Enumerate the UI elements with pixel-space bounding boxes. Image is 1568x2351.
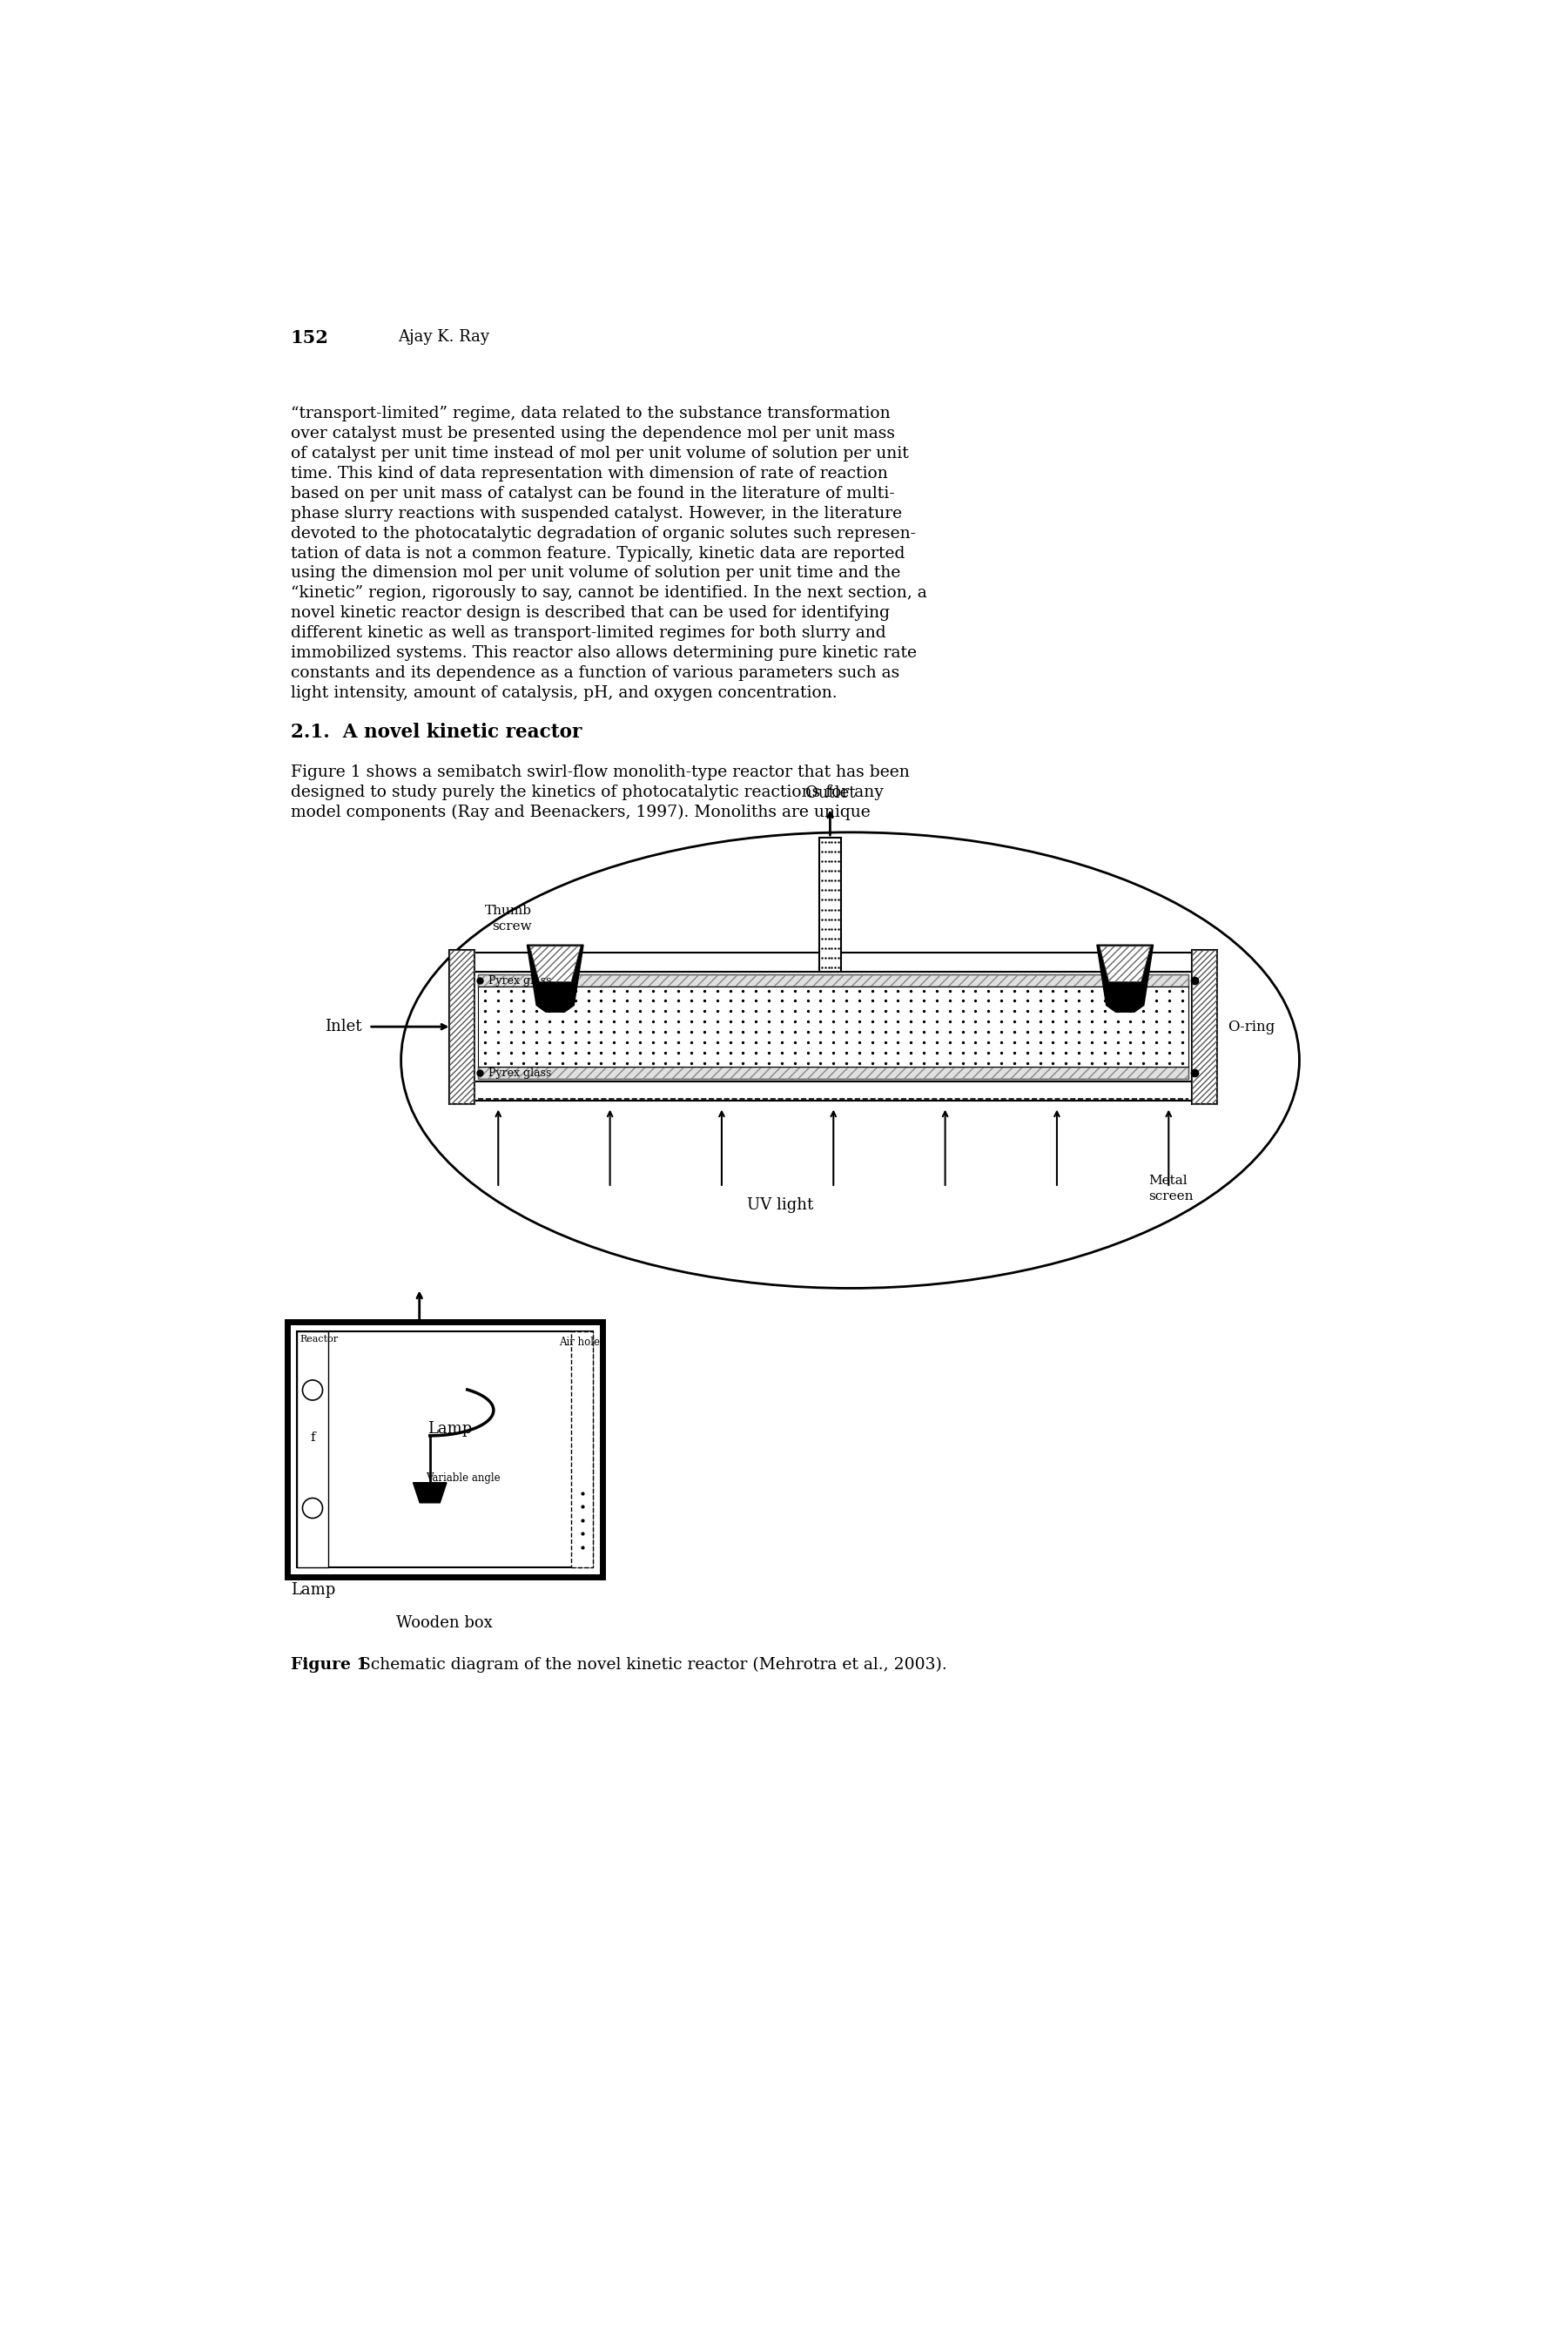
Bar	[478, 973, 1189, 987]
Text: Thumb
screw: Thumb screw	[485, 905, 532, 933]
Bar	[820, 837, 840, 971]
Bar	[450, 950, 475, 1105]
Text: Variable angle: Variable angle	[426, 1472, 500, 1483]
Polygon shape	[412, 1483, 447, 1502]
Text: designed to study purely the kinetics of photocatalytic reactions for any: designed to study purely the kinetics of…	[290, 785, 883, 799]
Bar	[296, 1331, 329, 1568]
Text: Figure 1 shows a semibatch swirl-flow monolith-type reactor that has been: Figure 1 shows a semibatch swirl-flow mo…	[290, 764, 909, 781]
Text: over catalyst must be presented using the dependence mol per unit mass: over catalyst must be presented using th…	[290, 426, 895, 442]
Bar	[478, 1067, 1189, 1079]
Text: light intensity, amount of catalysis, pH, and oxygen concentration.: light intensity, amount of catalysis, pH…	[290, 684, 837, 701]
Bar	[475, 1081, 1192, 1100]
Text: based on per unit mass of catalyst can be found in the literature of multi-: based on per unit mass of catalyst can b…	[290, 487, 894, 501]
Text: UV light: UV light	[746, 1197, 812, 1213]
Polygon shape	[530, 945, 580, 983]
Bar	[475, 952, 1192, 971]
Text: Pyrex glass: Pyrex glass	[488, 976, 552, 985]
Text: Pyrex glass: Pyrex glass	[488, 1067, 552, 1079]
Bar	[478, 973, 1189, 987]
Polygon shape	[1099, 945, 1151, 983]
Circle shape	[303, 1380, 323, 1401]
Bar	[478, 987, 1189, 1067]
Circle shape	[303, 1498, 323, 1519]
Text: Lamp: Lamp	[428, 1420, 472, 1436]
Polygon shape	[1098, 945, 1152, 1011]
Text: Outlet: Outlet	[804, 785, 855, 802]
Bar	[1192, 950, 1218, 1105]
Text: O-ring: O-ring	[1228, 1020, 1275, 1034]
Text: different kinetic as well as transport-limited regimes for both slurry and: different kinetic as well as transport-l…	[290, 625, 886, 642]
Text: Reactor: Reactor	[299, 1335, 339, 1342]
Bar	[450, 950, 475, 1105]
Bar	[296, 1331, 593, 1568]
Text: “kinetic” region, rigorously to say, cannot be identified. In the next section, : “kinetic” region, rigorously to say, can…	[290, 585, 927, 602]
Text: Metal
screen: Metal screen	[1148, 1173, 1193, 1201]
Text: of catalyst per unit time instead of mol per unit volume of solution per unit: of catalyst per unit time instead of mol…	[290, 447, 908, 461]
Text: phase slurry reactions with suspended catalyst. However, in the literature: phase slurry reactions with suspended ca…	[290, 505, 902, 522]
Text: model components (Ray and Beenackers, 1997). Monoliths are unique: model components (Ray and Beenackers, 19…	[290, 804, 870, 820]
Bar	[571, 1331, 593, 1568]
Text: 152: 152	[290, 329, 329, 346]
Text: Wooden box: Wooden box	[397, 1615, 492, 1632]
Text: Schematic diagram of the novel kinetic reactor (Mehrotra et al., 2003).: Schematic diagram of the novel kinetic r…	[343, 1657, 947, 1674]
Text: Lamp: Lamp	[290, 1582, 336, 1599]
Text: using the dimension mol per unit volume of solution per unit time and the: using the dimension mol per unit volume …	[290, 567, 900, 581]
Bar	[478, 1067, 1189, 1079]
Text: Inlet: Inlet	[325, 1018, 362, 1034]
Text: “transport-limited” regime, data related to the substance transformation: “transport-limited” regime, data related…	[290, 407, 891, 421]
Text: constants and its dependence as a function of various parameters such as: constants and its dependence as a functi…	[290, 665, 898, 682]
Text: novel kinetic reactor design is described that can be used for identifying: novel kinetic reactor design is describe…	[290, 604, 889, 621]
Text: devoted to the photocatalytic degradation of organic solutes such represen-: devoted to the photocatalytic degradatio…	[290, 527, 916, 541]
Bar	[287, 1321, 602, 1578]
Text: f: f	[310, 1432, 315, 1444]
Text: Ajay K. Ray: Ajay K. Ray	[398, 329, 489, 346]
Text: Figure 1: Figure 1	[290, 1657, 367, 1672]
Text: tation of data is not a common feature. Typically, kinetic data are reported: tation of data is not a common feature. …	[290, 545, 905, 562]
Text: Air holes: Air holes	[558, 1335, 605, 1347]
Polygon shape	[527, 945, 583, 1011]
Bar	[1192, 950, 1218, 1105]
Text: immobilized systems. This reactor also allows determining pure kinetic rate: immobilized systems. This reactor also a…	[290, 644, 916, 661]
Text: 2.1.  A novel kinetic reactor: 2.1. A novel kinetic reactor	[290, 722, 582, 743]
Text: time. This kind of data representation with dimension of rate of reaction: time. This kind of data representation w…	[290, 465, 887, 482]
